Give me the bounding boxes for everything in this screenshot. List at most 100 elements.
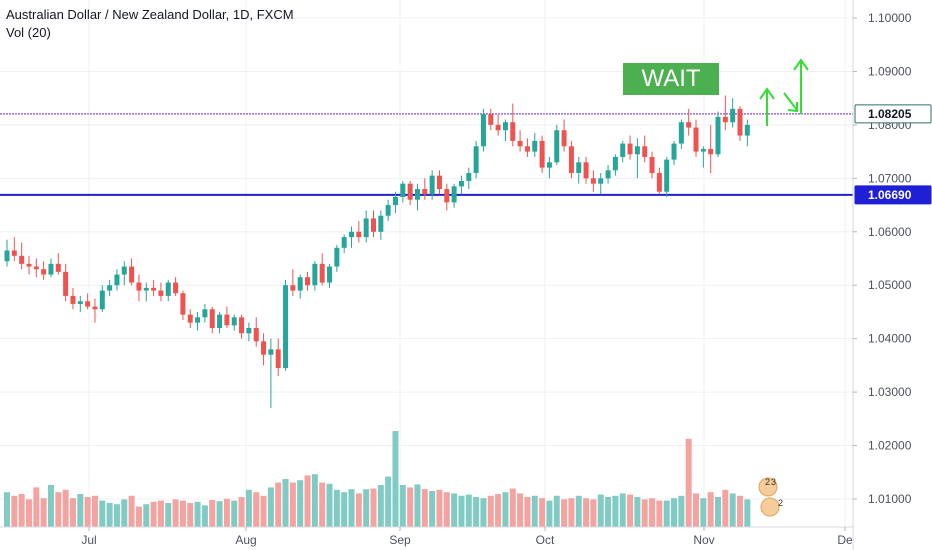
candle-body: [349, 231, 355, 238]
volume-indicator-label[interactable]: Vol (20): [6, 25, 51, 40]
event-marker-icon[interactable]: [758, 477, 778, 497]
volume-bar: [583, 498, 590, 527]
candle-body: [458, 181, 464, 187]
price-tick-label: 1.10000: [868, 11, 912, 25]
volume-bar: [304, 475, 311, 527]
horizontal-levels[interactable]: [0, 113, 853, 196]
candle-body: [708, 148, 714, 155]
time-tick-label: De: [837, 533, 853, 547]
candle-body: [129, 266, 135, 283]
volume-bar: [121, 499, 128, 527]
price-axis[interactable]: 1.100001.090001.080001.070001.060001.050…: [852, 0, 932, 550]
candle-body: [627, 143, 633, 155]
time-tick-label: Aug: [235, 533, 256, 547]
candle-body: [327, 266, 333, 283]
volume-bar: [253, 492, 260, 527]
candle-body: [678, 122, 684, 144]
candle-body: [92, 306, 98, 310]
candle-body: [55, 263, 61, 272]
volume-bar: [524, 497, 531, 527]
candle-body: [539, 140, 545, 168]
price-tick-label: 1.06000: [868, 225, 912, 239]
time-tick-label: Sep: [389, 533, 411, 547]
pullback-arrow-icon: [783, 92, 798, 113]
volume-bar: [238, 497, 245, 527]
event-markers[interactable]: 2 3 2: [758, 477, 783, 517]
volume-bar: [429, 491, 436, 527]
chart-grid: [0, 0, 853, 527]
symbol-title[interactable]: Australian Dollar / New Zealand Dollar, …: [6, 7, 294, 22]
volume-bar: [18, 494, 25, 527]
candle-body: [173, 282, 179, 294]
time-tick-label: Oct: [536, 533, 555, 547]
candle-body: [41, 269, 47, 275]
volume-bar: [77, 494, 84, 527]
volume-bar: [531, 495, 538, 527]
candle-body: [649, 156, 655, 173]
candle-body: [451, 186, 457, 203]
candle-body: [517, 140, 523, 147]
candle-body: [70, 295, 76, 304]
event-count-label: 3: [771, 477, 776, 487]
volume-bar: [671, 498, 678, 527]
volume-bar: [275, 482, 282, 527]
candle-body: [239, 317, 245, 334]
candle-body: [546, 162, 552, 168]
volume-bar: [106, 503, 113, 527]
volume-bar: [297, 480, 304, 527]
candle-body: [261, 341, 267, 355]
candle-body: [480, 114, 486, 147]
volume-bar: [700, 498, 707, 527]
volume-bar: [744, 499, 751, 527]
volume-bar: [634, 497, 641, 527]
price-label-badge[interactable]: [854, 185, 932, 205]
candle-body: [532, 140, 538, 152]
candle-body: [634, 146, 640, 155]
candle-body: [605, 170, 611, 179]
volume-bar: [194, 501, 201, 527]
volume-bar: [99, 500, 106, 527]
candle-body: [209, 309, 215, 328]
volume-bar: [458, 495, 465, 527]
volume-bar: [480, 498, 487, 527]
volume-bar: [62, 489, 69, 527]
wait-label: WAIT: [623, 63, 719, 95]
candle-body: [554, 130, 560, 163]
candle-body: [187, 314, 193, 323]
time-axis[interactable]: Jul Aug Sep Oct Nov De: [0, 526, 853, 547]
volume-bar: [40, 498, 47, 527]
candle-body: [473, 146, 479, 173]
candle-body: [598, 178, 604, 184]
volume-bar: [47, 485, 54, 527]
volume-bar: [502, 492, 509, 527]
volume-bar: [392, 431, 399, 527]
volume-bar: [509, 488, 516, 527]
candle-body: [466, 172, 472, 182]
chart-header: Australian Dollar / New Zealand Dollar, …: [6, 6, 294, 42]
volume-bar: [84, 497, 91, 527]
volume-bar: [443, 492, 450, 527]
candle-body: [297, 277, 303, 291]
candle-body: [737, 108, 743, 136]
event-count-label: 2: [778, 498, 783, 508]
volume-bar: [517, 493, 524, 527]
candle-body: [590, 178, 596, 184]
candle-body: [715, 116, 721, 155]
candle-body: [510, 122, 516, 141]
volume-bar: [568, 498, 575, 527]
candle-body: [356, 231, 362, 238]
event-marker-icon[interactable]: [760, 497, 780, 517]
volume-bar: [355, 493, 362, 527]
candle-body: [334, 247, 340, 267]
candle-body: [158, 290, 164, 296]
candle-body: [700, 148, 706, 152]
volume-bar: [619, 493, 626, 527]
volume-bar: [267, 487, 274, 527]
price-label-badge[interactable]: [854, 104, 932, 124]
time-tick-label: Jul: [81, 533, 96, 547]
candle-body: [312, 263, 318, 286]
volume-bar: [69, 498, 76, 527]
candle-body: [583, 162, 589, 179]
candle-body: [385, 205, 391, 216]
